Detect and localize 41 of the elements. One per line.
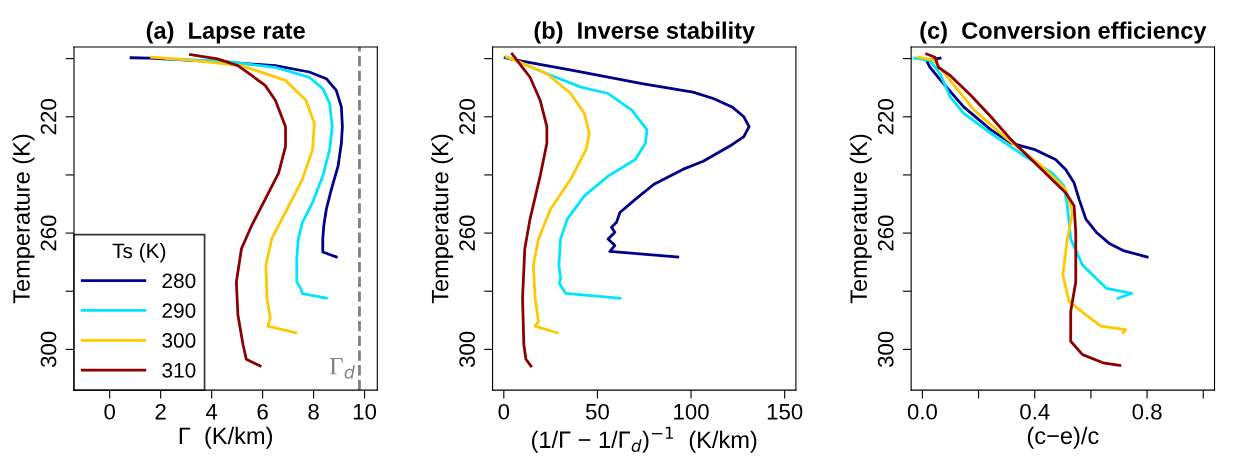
x-tick-label: 0.0 — [907, 403, 937, 420]
legend-label: 300 — [162, 333, 196, 348]
x-tick-label: 6 — [257, 403, 268, 420]
y-tick-label: 260 — [40, 215, 57, 251]
x-tick-label: 4 — [205, 404, 218, 420]
line-series — [504, 55, 591, 335]
x-tick-label: 0.8 — [1132, 403, 1162, 420]
x-tick-label: 0 — [498, 403, 510, 420]
line-series — [510, 52, 549, 368]
x-tick-label: 150 — [767, 403, 803, 420]
x-tick-label: 50 — [585, 403, 609, 420]
legend-label: 290 — [162, 303, 196, 318]
y-tick-label: 220 — [459, 99, 475, 135]
line-series — [503, 56, 751, 259]
y-tick-label: 260 — [877, 215, 894, 251]
x-tick-label: 100 — [674, 403, 709, 420]
x-axis-title: (1/Γ − 1/Γ$_{d}$)$^{−1}$ (K/km) — [532, 426, 757, 453]
chart-title: (a) Lapse rate — [146, 21, 305, 44]
x-tick-label: 2 — [155, 403, 166, 420]
legend-label: 280 — [162, 273, 196, 289]
y-axis-title: Temperature (K) — [12, 134, 35, 304]
y-axis-title: Temperature (K) — [431, 134, 454, 304]
x-tick-label: 0 — [104, 403, 115, 420]
y-axis-title: Temperature (K) — [849, 134, 872, 304]
x-axis-title: (c−e)/c — [1027, 426, 1099, 449]
y-tick-label: 300 — [877, 331, 894, 368]
y-tick-label: 220 — [877, 99, 894, 135]
line-series — [925, 52, 1122, 367]
x-tick-label: 0.4 — [1020, 403, 1050, 420]
x-tick-label: 10 — [353, 403, 377, 420]
legend-label: 310 — [162, 362, 196, 378]
ref-line-label: Γ$_{d}$ — [329, 357, 356, 379]
chart-title: (b) Inverse stability — [534, 21, 755, 44]
y-tick-label: 300 — [459, 331, 475, 368]
y-tick-label: 220 — [40, 99, 57, 135]
chart-title: (c) Conversion efficiency — [920, 21, 1207, 44]
x-axis-title: Γ (K/km) — [179, 426, 272, 449]
y-tick-label: 260 — [459, 215, 475, 251]
x-tick-label: 8 — [308, 403, 319, 420]
legend-title: Ts (K) — [112, 243, 166, 263]
y-tick-label: 300 — [40, 331, 57, 368]
